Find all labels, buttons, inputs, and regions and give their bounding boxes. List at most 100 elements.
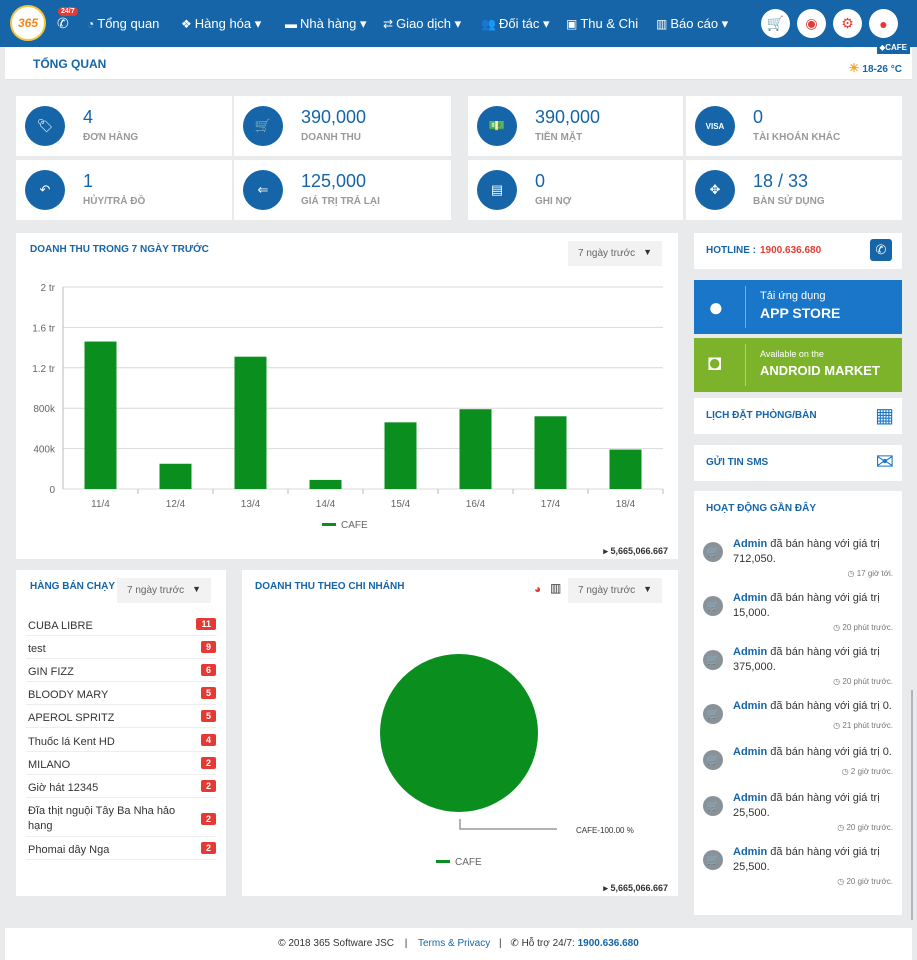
list-item[interactable]: Giờ hát 12345 2 <box>26 776 216 798</box>
caret-right-icon: ▸ <box>603 546 611 556</box>
booking-button[interactable]: LỊCH ĐẶT PHÒNG/BÀN ▦ <box>694 398 902 434</box>
location-icon[interactable]: ◉ <box>797 9 826 38</box>
stat-cancel: ↶ 1 HỦY/TRẢ ĐỒ <box>16 160 232 220</box>
sun-icon: ☀ <box>848 61 860 75</box>
cubes-icon: ❖ <box>181 17 192 31</box>
bar <box>459 409 492 489</box>
clock-icon: ◷ <box>833 677 843 686</box>
stat-value: 4 <box>83 107 94 127</box>
y-tick-label: 800k <box>33 404 56 415</box>
list-item[interactable]: Thuốc lá Kent HD 4 <box>26 730 216 752</box>
list-item[interactable]: GIN FIZZ 6 <box>26 660 216 682</box>
time-text: 20 giờ trước. <box>846 823 893 832</box>
top-navbar: 365 ✆ 24/7 ◔ Tổng quan ❖ Hàng hóa ▾ ▬ Nhà h… <box>0 0 917 47</box>
dashboard-icon: ◔ <box>87 17 95 31</box>
caret-down-icon: ▼ <box>643 247 652 257</box>
qty-badge: 2 <box>200 842 216 854</box>
activity-item[interactable]: 🛒 Admin đã bán hàng với giá trị 712,050.… <box>700 537 895 583</box>
user-icon[interactable]: ● <box>869 9 898 38</box>
time-text: 20 phút trước. <box>842 623 893 632</box>
y-tick-label: 400k <box>33 445 56 456</box>
weather-text: 18-26 °C <box>862 64 902 75</box>
select-value: 7 ngày trước <box>578 585 636 596</box>
clock-icon: ◷ <box>833 623 843 632</box>
scrollbar[interactable] <box>911 690 913 920</box>
activity-item[interactable]: 🛒 Admin đã bán hàng với giá trị 25,500. … <box>700 791 895 837</box>
cart-icon[interactable]: 🛒 <box>761 9 790 38</box>
bar <box>384 422 417 489</box>
menu-label: Giao dịch <box>396 16 451 31</box>
sms-button[interactable]: GỬI TIN SMS ✉ <box>694 445 902 481</box>
support-label: Hỗ trợ 24/7: <box>521 938 575 949</box>
branch-tag[interactable]: ⬥CAFE <box>876 42 910 54</box>
period-select[interactable]: 7 ngày trước ▼ <box>568 241 662 266</box>
list-item[interactable]: CUBA LIBRE 11 <box>26 614 216 636</box>
stat-value: 18 / 33 <box>753 171 809 191</box>
menu-nha-hang[interactable]: ▬ Nhà hàng ▾ <box>285 16 367 32</box>
activity-item[interactable]: 🛒 Admin đã bán hàng với giá trị 25,500. … <box>700 845 895 891</box>
stat-value: 390,000 <box>301 107 367 127</box>
menu-tong-quan[interactable]: ◔ Tổng quan <box>87 16 159 31</box>
cart-icon: 🛒 <box>703 542 723 562</box>
activity-time: ◷ 20 phút trước. <box>833 677 893 686</box>
cart-icon: 🛒 <box>703 796 723 816</box>
terms-link[interactable]: Terms & Privacy <box>418 938 491 949</box>
stat-label: DOANH THU <box>301 132 361 143</box>
list-item[interactable]: test 9 <box>26 637 216 659</box>
activity-value: 375,000. <box>733 661 776 673</box>
list-item[interactable]: BLOODY MARY 5 <box>26 683 216 705</box>
page-title: TỔNG QUAN <box>33 57 107 71</box>
page-header: TỔNG QUAN ⬥CAFE ☀ 18-26 °C <box>5 42 912 80</box>
bar <box>234 356 267 489</box>
stat-label: GHI NỢ <box>535 196 572 207</box>
logo[interactable]: 365 <box>10 5 46 41</box>
list-item[interactable]: Đĩa thịt nguội Tây Ba Nha hảo hạng 2 <box>26 799 216 837</box>
support-phone[interactable]: 1900.636.680 <box>577 938 639 949</box>
qty-badge: 9 <box>200 641 216 653</box>
menu-bao-cao[interactable]: ▥ Báo cáo ▾ <box>656 16 728 32</box>
bar <box>309 479 342 489</box>
menu-thu-chi[interactable]: ▣ Thu & Chi <box>566 16 638 31</box>
period-select[interactable]: 7 ngày trước ▼ <box>117 578 211 603</box>
activity-user: Admin <box>733 592 768 604</box>
bar-chart-icon[interactable]: ▥ <box>550 581 562 595</box>
x-tick-label: 12/4 <box>166 499 186 510</box>
menu-doi-tac[interactable]: 👥 Đối tác ▾ <box>481 16 550 32</box>
hotline-box[interactable]: HOTLINE : 1900.636.680 ✆ <box>694 233 902 269</box>
caret-down-icon: ▼ <box>192 584 201 594</box>
gear-icon[interactable]: ⚙ <box>833 9 862 38</box>
revenue-chart-panel: DOANH THU TRONG 7 NGÀY TRƯỚC 7 ngày trướ… <box>16 233 678 559</box>
stat-label: TÀI KHOẢN KHÁC <box>753 132 841 143</box>
stat-label: HỦY/TRẢ ĐỒ <box>83 196 146 207</box>
list-item[interactable]: APEROL SPRITZ 5 <box>26 706 216 728</box>
x-tick-label: 15/4 <box>391 499 411 510</box>
x-tick-label: 14/4 <box>316 499 336 510</box>
period-select[interactable]: 7 ngày trước ▼ <box>568 578 662 603</box>
activity-item[interactable]: 🛒 Admin đã bán hàng với giá trị 0. ◷ 21 … <box>700 699 895 737</box>
stat-value: 1 <box>83 171 94 191</box>
weather: ☀ 18-26 °C <box>849 61 902 75</box>
caret-down-icon: ▾ <box>721 16 729 31</box>
item-name: BLOODY MARY <box>28 689 109 701</box>
logo-text: 365 <box>17 16 39 30</box>
pie-chart-icon[interactable]: ◕ <box>534 582 542 596</box>
list-item[interactable]: MILANO 2 <box>26 753 216 775</box>
caret-right-icon: ▸ <box>603 883 611 893</box>
menu-giao-dich[interactable]: ⇄ Giao dịch ▾ <box>383 16 461 32</box>
booking-label: LỊCH ĐẶT PHÒNG/BÀN <box>706 410 817 421</box>
activity-item[interactable]: 🛒 Admin đã bán hàng với giá trị 0. ◷ 2 g… <box>700 745 895 783</box>
activity-item[interactable]: 🛒 Admin đã bán hàng với giá trị 375,000.… <box>700 645 895 691</box>
app-store-button[interactable]: ● Tải ứng dụng APP STORE <box>694 280 902 334</box>
bed-icon: ▬ <box>285 17 297 31</box>
list-item[interactable]: Phomai dây Nga 2 <box>26 838 216 860</box>
menu-hang-hoa[interactable]: ❖ Hàng hóa ▾ <box>181 16 261 32</box>
y-tick-label: 1.6 tr <box>32 323 55 334</box>
y-tick-label: 0 <box>49 485 55 496</box>
activity-item[interactable]: 🛒 Admin đã bán hàng với giá trị 15,000. … <box>700 591 895 637</box>
calendar-icon: ▦ <box>875 405 894 427</box>
panel-title: DOANH THU THEO CHI NHÁNH <box>255 581 405 592</box>
phone-icon[interactable]: ✆ <box>57 15 69 31</box>
android-market-button[interactable]: ◘ Available on the ANDROID MARKET <box>694 338 902 392</box>
exchange-icon: ⇄ <box>383 17 394 31</box>
phone-icon: ✆ <box>510 938 519 949</box>
